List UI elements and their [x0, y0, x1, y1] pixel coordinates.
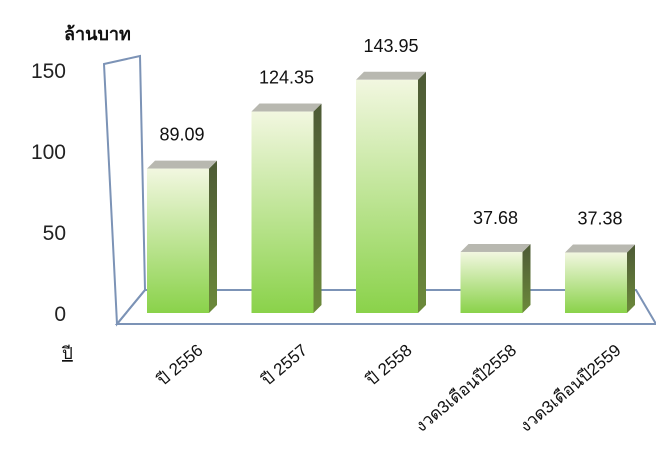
- bar-top: [356, 71, 426, 80]
- y-unit-label: ล้านบาท: [64, 24, 131, 44]
- data-label: 37.68: [473, 208, 518, 228]
- bar-top: [147, 160, 217, 169]
- data-label: 124.35: [259, 68, 314, 88]
- bar-front: [356, 79, 418, 314]
- data-label: 37.38: [577, 208, 622, 228]
- bar: [356, 71, 426, 314]
- bar-side: [313, 103, 322, 313]
- x-tick-label: ปี 2557: [257, 341, 311, 390]
- bar-side: [209, 160, 217, 313]
- x-tick-label: งวด3เดือนปี2558: [412, 341, 520, 436]
- back-wall-left: [102, 54, 147, 327]
- bar: [565, 244, 635, 313]
- bar-front: [565, 252, 627, 313]
- bar-front: [251, 111, 314, 313]
- bar: [147, 160, 217, 313]
- y-tick-label: 100: [31, 141, 66, 164]
- bar-top: [565, 244, 635, 253]
- y-tick-label: 0: [54, 303, 66, 326]
- bar-side: [418, 71, 426, 314]
- bar-side: [522, 243, 531, 313]
- bar-front: [460, 251, 523, 313]
- bar-side: [627, 244, 635, 313]
- y-tick-label: 50: [43, 222, 66, 245]
- bar-top: [251, 103, 322, 112]
- data-labels: 89.09 124.35 143.95 37.68 37.38: [159, 36, 622, 229]
- data-label: 89.09: [159, 125, 204, 145]
- x-tick-label: งวด3เดือนปี2559: [516, 341, 624, 436]
- x-axis-labels: ปี 2556 ปี 2557 ปี 2558งวด3เดือนปี2558งวด3…: [153, 341, 625, 436]
- x-axis-label: ปี: [61, 344, 73, 363]
- bar-front: [147, 168, 209, 313]
- bars: [147, 71, 635, 314]
- bar-top: [460, 243, 531, 252]
- y-axis-ticks: 0 50 100 150: [31, 60, 66, 326]
- data-label: 143.95: [363, 36, 418, 56]
- x-tick-label: ปี 2556: [153, 341, 207, 390]
- y-tick-label: 150: [31, 60, 66, 83]
- x-tick-label: ปี 2558: [362, 341, 416, 390]
- bar: [460, 243, 531, 313]
- bar: [251, 103, 322, 313]
